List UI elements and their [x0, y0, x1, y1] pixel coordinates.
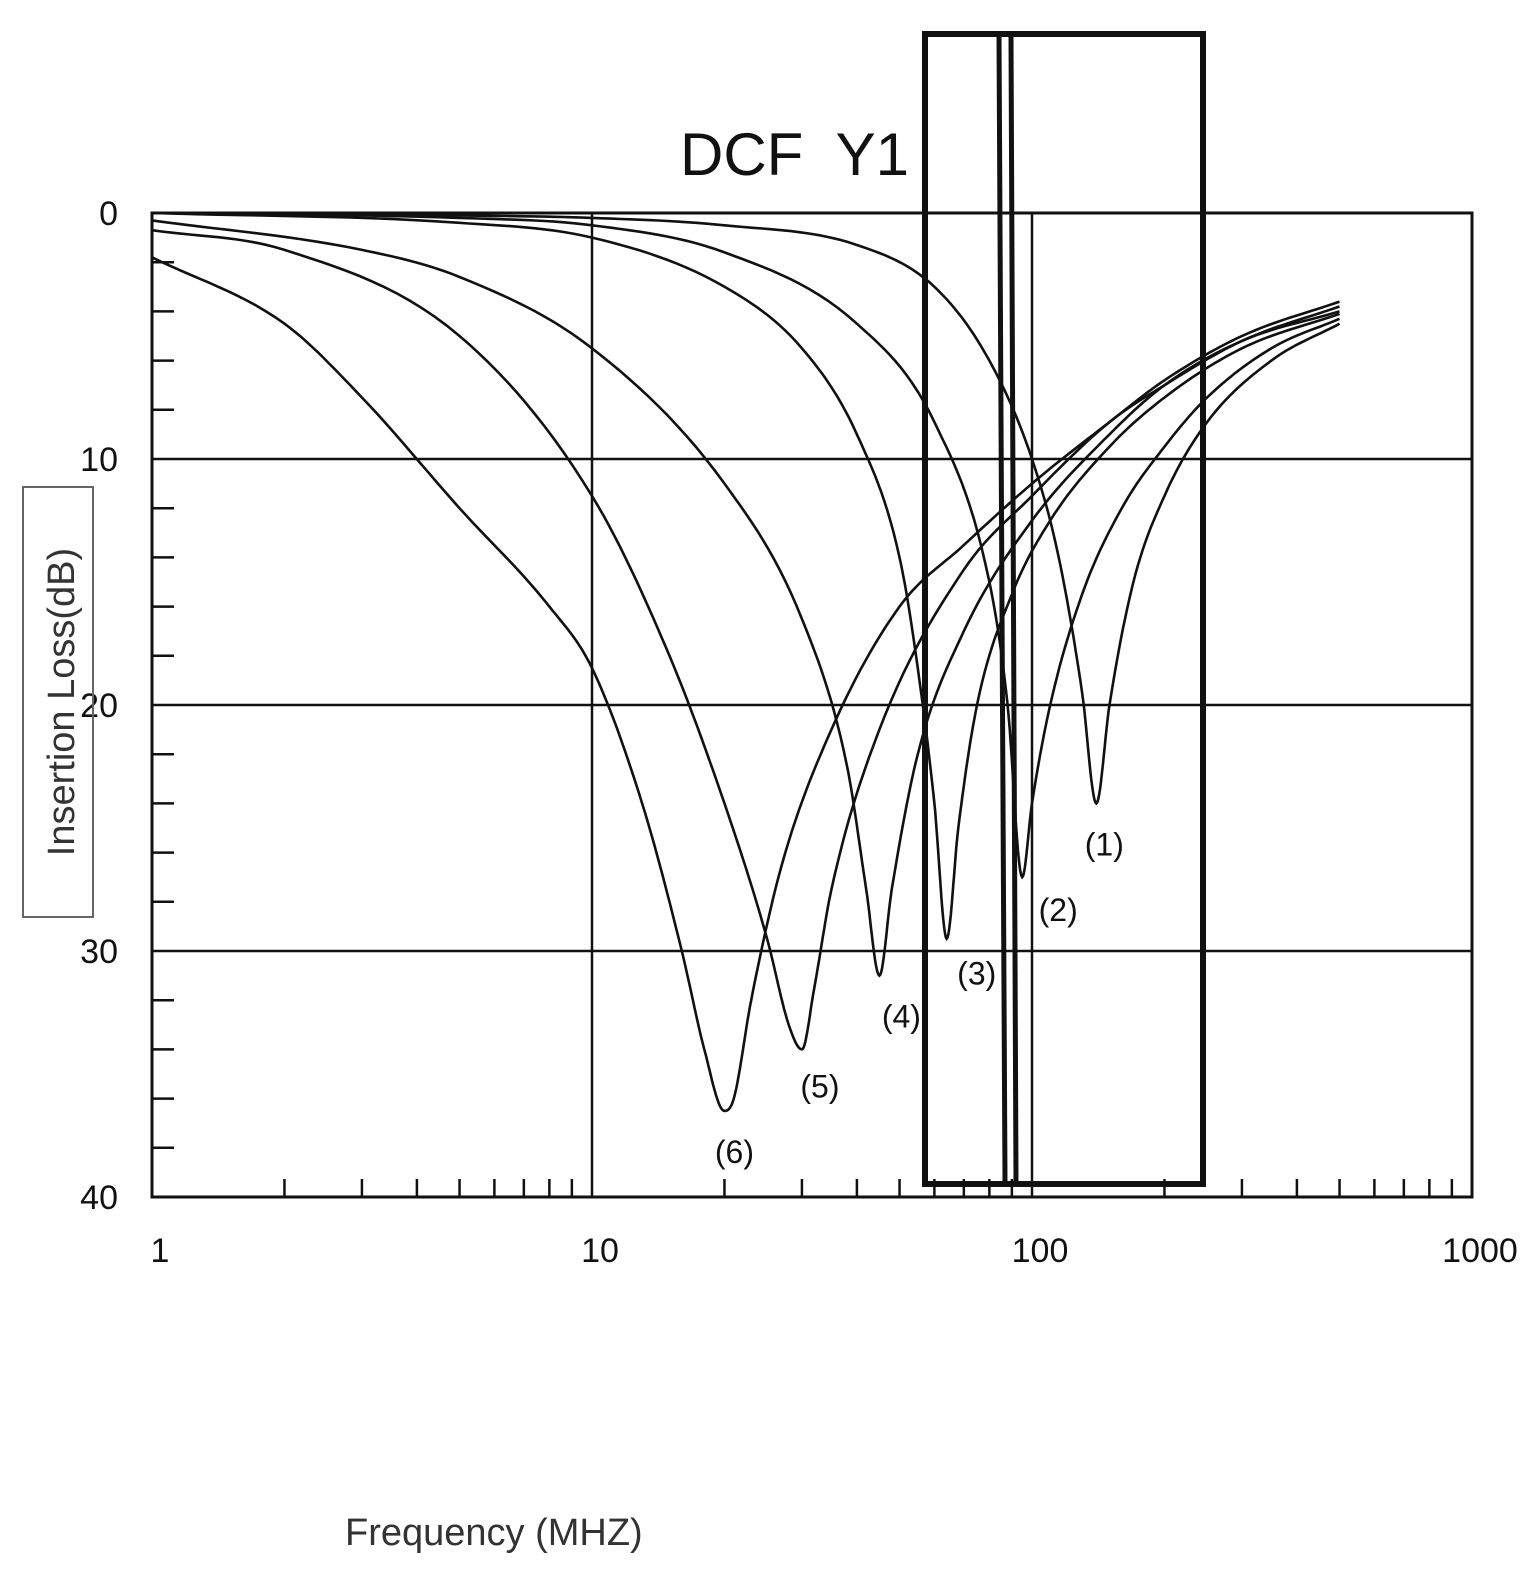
y-axis-label: Insertion Loss(dB) [41, 548, 83, 856]
tick-label-layer: 0 10 20 30 40 1 10 100 1000 [80, 195, 1518, 1270]
highlight-box [922, 31, 1206, 1187]
curve-layer [151, 211, 1341, 1113]
ylabel-box [22, 486, 94, 918]
y-tick-label: 0 [99, 195, 118, 233]
y-tick-label: 40 [80, 1179, 118, 1217]
curve-label-2: (2) [1039, 892, 1078, 928]
x-tick-label: 1 [151, 1232, 170, 1270]
curve-label-6: (6) [715, 1134, 754, 1170]
chart-title: DCF Y1 [680, 121, 909, 188]
curve-1 [151, 211, 1341, 806]
y-tick-label: 30 [80, 933, 118, 971]
curve-5 [151, 228, 1340, 1051]
highlight-line-left [996, 35, 1008, 1183]
curve-2 [151, 211, 1340, 880]
curve-4 [151, 219, 1340, 978]
curve-label-1: (1) [1085, 826, 1124, 862]
highlight-line-right [1008, 35, 1019, 1183]
x-tick-label: 1000 [1442, 1232, 1518, 1270]
curve-3 [151, 211, 1340, 942]
annotation-layer [922, 31, 1206, 1187]
curve-6 [151, 256, 1340, 1113]
y-tick-label: 20 [80, 687, 118, 725]
x-axis-label: Frequency (MHZ) [345, 1512, 643, 1554]
minor-tick-layer [152, 260, 1454, 1197]
curve-label-5: (5) [800, 1068, 839, 1104]
grid-layer [150, 211, 1474, 1199]
curve-label-layer: (1)(2) (3) (4) (5) (6) [715, 826, 1124, 1170]
x-tick-label: 10 [581, 1232, 619, 1270]
x-tick-label: 100 [1012, 1232, 1069, 1270]
y-tick-label: 10 [80, 441, 118, 479]
curve-label-4: (4) [882, 999, 921, 1035]
curve-label-3: (3) [957, 956, 996, 992]
